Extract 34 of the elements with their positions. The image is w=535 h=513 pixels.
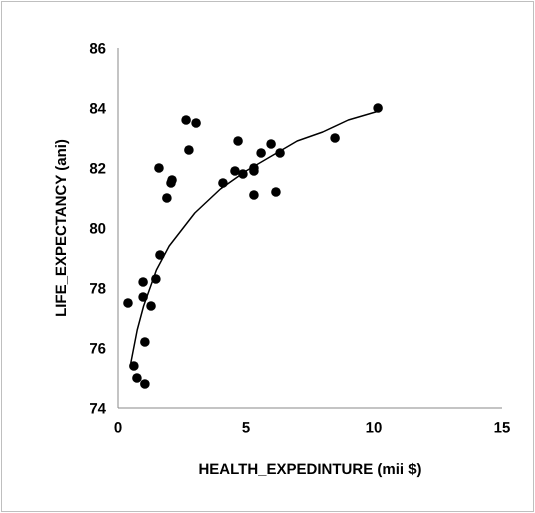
point — [191, 118, 201, 128]
point — [162, 193, 172, 203]
point — [166, 178, 176, 188]
point — [129, 361, 139, 371]
point — [271, 187, 281, 197]
x-tick-label: 5 — [242, 420, 250, 437]
y-tick-label: 78 — [89, 280, 106, 298]
point — [266, 139, 276, 149]
y-tick-label: 74 — [89, 400, 107, 418]
x-tick-label: 15 — [494, 420, 510, 437]
point — [132, 373, 142, 383]
point — [146, 301, 156, 311]
x-axis-title: HEALTH_EXPEDINTURE (mii $) — [198, 461, 422, 478]
x-tick-label: 0 — [114, 420, 122, 437]
y-tick-label: 86 — [89, 40, 106, 58]
point — [140, 337, 150, 347]
point — [233, 136, 243, 146]
point — [256, 148, 266, 158]
point — [140, 379, 150, 389]
point — [249, 190, 259, 200]
point — [230, 166, 240, 176]
y-axis-title: LIFE_EXPECTANCY (ani) — [53, 139, 70, 317]
y-tick-label: 82 — [89, 160, 106, 178]
y-tick-label: 76 — [89, 340, 106, 358]
y-tick-label: 80 — [89, 220, 106, 238]
point — [154, 163, 164, 173]
y-tick-label: 84 — [89, 100, 107, 118]
point — [181, 115, 191, 125]
x-tick-label: 10 — [366, 420, 382, 437]
point — [330, 133, 340, 143]
point — [138, 277, 148, 287]
point — [373, 103, 383, 113]
point — [123, 298, 133, 308]
point — [184, 145, 194, 155]
